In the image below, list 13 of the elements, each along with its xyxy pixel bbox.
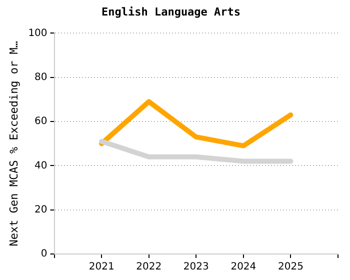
y-tick-label: 80	[34, 72, 48, 83]
y-tick-label: 20	[34, 204, 48, 216]
y-axis-title: Next Gen MCAS % Exceeding or M…	[7, 40, 20, 246]
y-tick-label: 60	[34, 116, 48, 128]
x-tick-label: 2024	[230, 262, 256, 273]
x-tick-label: 2021	[88, 262, 114, 273]
y-tick-label: 100	[28, 28, 48, 39]
chart-title: English Language Arts	[101, 5, 241, 18]
y-tick-label: 40	[34, 160, 48, 172]
x-tick-label: 2025	[278, 262, 304, 273]
x-tick-label: 2023	[183, 262, 209, 273]
y-tick-label: 0	[40, 248, 48, 260]
x-tick-label: 2022	[136, 262, 162, 273]
